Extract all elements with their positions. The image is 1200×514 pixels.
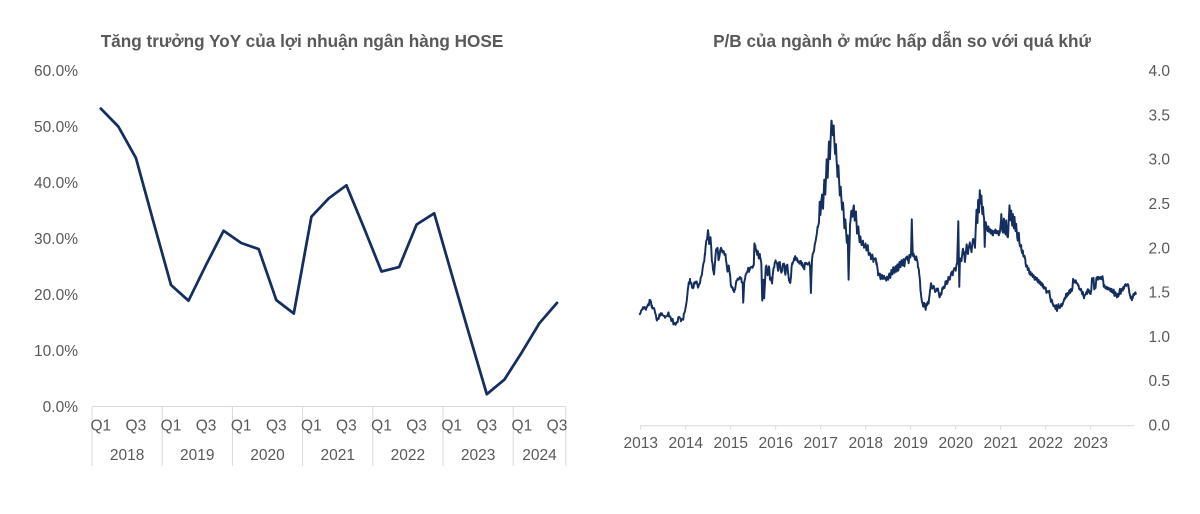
svg-text:40.0%: 40.0%: [34, 175, 78, 192]
svg-text:Q1: Q1: [441, 418, 462, 435]
svg-text:30.0%: 30.0%: [34, 231, 78, 248]
svg-text:2021: 2021: [320, 447, 354, 464]
svg-text:Q1: Q1: [512, 418, 533, 435]
svg-text:Q1: Q1: [161, 418, 182, 435]
svg-text:2018: 2018: [110, 447, 144, 464]
svg-text:60.0%: 60.0%: [34, 63, 78, 80]
svg-text:2.5: 2.5: [1149, 196, 1171, 213]
svg-text:50.0%: 50.0%: [34, 119, 78, 136]
svg-text:2022: 2022: [1028, 435, 1062, 452]
svg-text:2018: 2018: [848, 435, 882, 452]
svg-text:10.0%: 10.0%: [34, 343, 78, 360]
svg-text:Q1: Q1: [231, 418, 252, 435]
svg-text:2017: 2017: [803, 435, 837, 452]
svg-text:2019: 2019: [893, 435, 927, 452]
svg-text:Q1: Q1: [301, 418, 322, 435]
svg-text:0.0%: 0.0%: [43, 399, 79, 416]
svg-text:2020: 2020: [938, 435, 973, 452]
svg-text:4.0: 4.0: [1149, 63, 1171, 80]
svg-text:2.0: 2.0: [1149, 240, 1171, 257]
svg-text:Q3: Q3: [547, 418, 568, 435]
svg-text:Q3: Q3: [476, 418, 497, 435]
svg-text:Q3: Q3: [126, 418, 147, 435]
svg-text:3.0: 3.0: [1149, 152, 1171, 169]
svg-text:2022: 2022: [391, 447, 425, 464]
svg-text:2023: 2023: [1073, 435, 1107, 452]
svg-text:1.0: 1.0: [1149, 329, 1171, 346]
svg-text:Q1: Q1: [90, 418, 111, 435]
svg-text:Tăng trưởng YoY của lợi nhuận: Tăng trưởng YoY của lợi nhuận ngân hàng …: [101, 31, 504, 51]
svg-text:Q3: Q3: [336, 418, 357, 435]
svg-text:2013: 2013: [623, 435, 657, 452]
svg-text:2020: 2020: [250, 447, 285, 464]
svg-text:2014: 2014: [668, 435, 703, 452]
svg-text:20.0%: 20.0%: [34, 287, 78, 304]
svg-text:1.5: 1.5: [1149, 285, 1171, 302]
svg-text:2024: 2024: [522, 447, 557, 464]
svg-text:2016: 2016: [758, 435, 792, 452]
svg-text:P/B của ngành ở mức hấp dẫn so: P/B của ngành ở mức hấp dẫn so với quá k…: [713, 31, 1091, 51]
svg-text:2021: 2021: [983, 435, 1017, 452]
svg-text:Q1: Q1: [371, 418, 392, 435]
svg-text:2019: 2019: [180, 447, 214, 464]
svg-text:2015: 2015: [713, 435, 747, 452]
svg-text:0.5: 0.5: [1149, 373, 1171, 390]
svg-text:Q3: Q3: [196, 418, 217, 435]
svg-text:3.5: 3.5: [1149, 107, 1171, 124]
svg-text:0.0: 0.0: [1149, 418, 1171, 435]
svg-text:2023: 2023: [461, 447, 495, 464]
svg-text:Q3: Q3: [406, 418, 427, 435]
svg-text:Q3: Q3: [266, 418, 287, 435]
